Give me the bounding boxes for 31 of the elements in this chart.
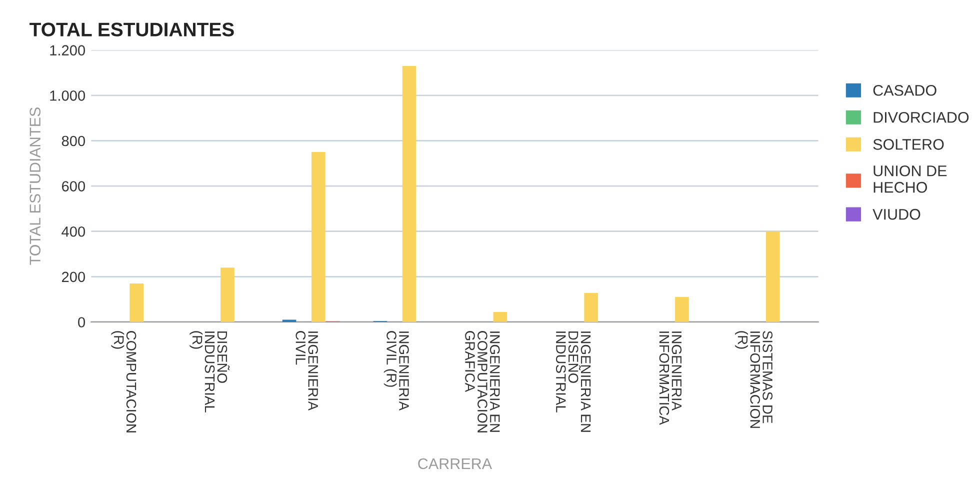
y-tick-label: 1.200	[50, 45, 86, 56]
legend-label: SOLTERO	[873, 138, 944, 150]
y-tick-label: 200	[62, 272, 86, 282]
bar	[675, 297, 689, 322]
legend-label: CASADO	[873, 84, 936, 96]
bar	[220, 268, 234, 322]
legend-label: VIUDO	[872, 208, 920, 220]
x-tick-label: INGENIERIA CIVIL (R)	[384, 331, 409, 411]
y-tick-label: 400	[62, 226, 86, 237]
x-tick-label: INGENIERIA CIVIL	[296, 331, 318, 411]
x-tick-label: INGENIERIA INFORMATICA	[659, 332, 682, 425]
y-tick-label: 800	[62, 136, 86, 146]
x-tick-label: SISTEMAS DE INFORMACION (R)	[735, 330, 772, 428]
x-tick-label: INGENIERIA EN COMPUTACION GRAFICA	[465, 331, 500, 432]
chart-title: TOTAL ESTUDIANTES	[30, 22, 234, 36]
bar	[311, 152, 326, 322]
bar	[493, 312, 508, 322]
x-tick-label: INGENIERIA EN DISEÑO INDUSTRIAL	[556, 331, 591, 432]
bar	[584, 292, 598, 322]
x-axis-title: CARRERA	[418, 458, 492, 470]
bar	[402, 66, 416, 322]
x-tick-label: COMPUTACION (R)	[111, 331, 136, 432]
x-tick-label: DISEÑO INDUSTRIAL (R)	[190, 331, 230, 412]
legend-label: DIVORCIADO	[874, 112, 969, 123]
y-tick-label: 1.000	[50, 90, 86, 101]
bar	[766, 231, 780, 322]
y-tick-label: 600	[62, 181, 86, 192]
y-axis-title: TOTAL ESTUDIANTES	[30, 107, 41, 265]
y-tick-label: 0	[78, 317, 86, 328]
bar	[130, 283, 144, 322]
legend-label: UNION DE HECHO	[874, 165, 947, 193]
